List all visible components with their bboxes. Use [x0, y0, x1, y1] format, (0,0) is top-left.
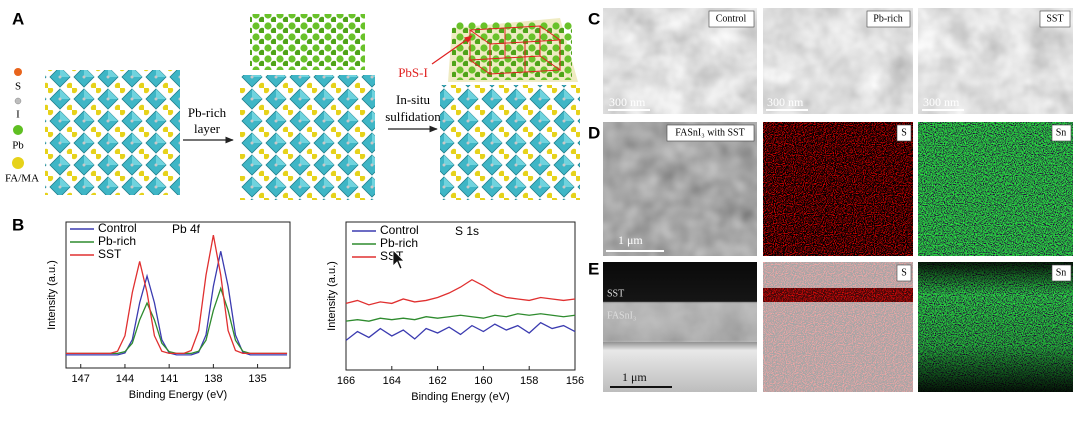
callout-arrow	[431, 35, 473, 65]
data-line	[66, 251, 288, 356]
eds-map	[763, 122, 913, 256]
eds-shading	[918, 262, 1073, 392]
panel-label: B	[12, 215, 24, 234]
callout: PbS-I	[398, 65, 428, 80]
sem-image	[603, 122, 757, 256]
data-line	[66, 286, 288, 355]
image-label: Control	[716, 13, 747, 24]
legend-label: Control	[380, 223, 419, 237]
scale-label: 300 nm	[923, 95, 960, 109]
legend-label: Pb-rich	[98, 234, 136, 248]
chart: 166 164 162 160 158 156 Binding Energy (eV) Int…	[326, 221, 584, 403]
arrow-label: In-situ	[396, 92, 430, 107]
scale-label: 1 μm	[622, 370, 647, 384]
annotation: Pb 4f	[172, 222, 201, 236]
x-axis-label: Binding Energy (eV)	[411, 391, 509, 403]
annotation: S 1s	[455, 224, 479, 238]
label-box	[1051, 124, 1072, 142]
image-label: Sn	[1056, 267, 1067, 278]
y-axis-label: Intensity (a.u.)	[326, 261, 338, 331]
x-tick-label: 147	[72, 373, 90, 385]
label-box	[896, 124, 912, 142]
perovskite-structure	[440, 85, 580, 200]
scale-label: 1 μm	[618, 233, 643, 247]
legend-label: SST	[98, 247, 122, 261]
mouse-cursor	[392, 249, 405, 270]
perovskite-structure	[240, 75, 375, 200]
x-tick-label: 141	[160, 373, 178, 385]
pbs-lattice	[468, 25, 562, 75]
legend-label: Pb-rich	[380, 236, 418, 250]
y-axis-label: Intensity (a.u.)	[46, 260, 58, 330]
legend-label: S	[15, 81, 21, 93]
plot-frame	[345, 221, 576, 371]
image-label: Pb-rich	[873, 13, 902, 24]
panel-e: S Sn SST FASnI₃ 1 μm	[603, 262, 1073, 392]
legend-label: FA/MA	[5, 173, 39, 185]
x-tick-label: 164	[383, 375, 401, 387]
label-box	[708, 10, 755, 28]
scale-label: 300 nm	[609, 95, 646, 109]
perovskite-structure	[45, 70, 180, 195]
data-line	[345, 321, 576, 341]
plot-frame	[65, 221, 291, 369]
panel-label: D	[588, 123, 600, 142]
image-label: S	[901, 267, 907, 278]
x-tick-label: 162	[428, 375, 446, 387]
x-axis-label: Binding Energy (eV)	[129, 389, 227, 401]
layer-label: SST	[607, 288, 624, 299]
arrow-label: sulfidation	[385, 109, 441, 124]
image-label: FASnI₃ with SST	[675, 127, 744, 138]
panel-label: C	[588, 9, 600, 28]
label-box	[1039, 10, 1071, 28]
legend-label: I	[16, 109, 20, 121]
label-box	[1051, 264, 1072, 282]
image-label: SST	[1046, 13, 1063, 24]
sem-texture	[603, 302, 757, 342]
data-line	[345, 313, 576, 322]
label-box	[666, 124, 755, 142]
legend-label: Control	[98, 221, 137, 235]
chart: 147 144 141 138 135 Binding Energy (eV) Intens…	[46, 221, 291, 401]
legend-ball	[14, 97, 22, 105]
image-label: Sn	[1056, 127, 1067, 138]
image-label: S	[901, 127, 907, 138]
x-tick-label: 138	[204, 373, 222, 385]
x-tick-label: 160	[474, 375, 492, 387]
x-tick-label: 135	[248, 373, 266, 385]
x-tick-label: 158	[520, 375, 538, 387]
panel-a: S I Pb FA/MA Pb-rich layer In-situ sulfi…	[5, 14, 580, 200]
x-tick-label: 156	[566, 375, 584, 387]
label-box	[896, 264, 912, 282]
eds-map	[763, 262, 913, 392]
panel-d: FASnI₃ with SST S Sn 1 μm	[603, 122, 1073, 256]
layer-label: FASnI₃	[607, 310, 636, 321]
panel-c: Control Pb-rich SST 300 nm 300 nm 300 nm	[603, 8, 1073, 114]
legend-label: Pb	[12, 140, 24, 152]
eds-map	[918, 122, 1073, 256]
x-tick-label: 144	[116, 373, 134, 385]
panel-label: E	[588, 259, 599, 278]
panel-label: A	[12, 9, 24, 28]
legend-ball	[12, 157, 24, 169]
legend-ball	[13, 125, 23, 135]
arrow-label: Pb-rich	[188, 105, 227, 120]
data-line	[345, 278, 576, 306]
pb-layer	[250, 14, 365, 70]
x-tick-label: 166	[337, 375, 355, 387]
data-line	[66, 235, 288, 355]
label-box	[866, 10, 911, 28]
legend-ball	[14, 68, 22, 76]
arrow-label: layer	[194, 121, 221, 136]
scale-label: 300 nm	[767, 95, 804, 109]
eds-band	[763, 288, 913, 302]
eds-map	[763, 288, 913, 302]
